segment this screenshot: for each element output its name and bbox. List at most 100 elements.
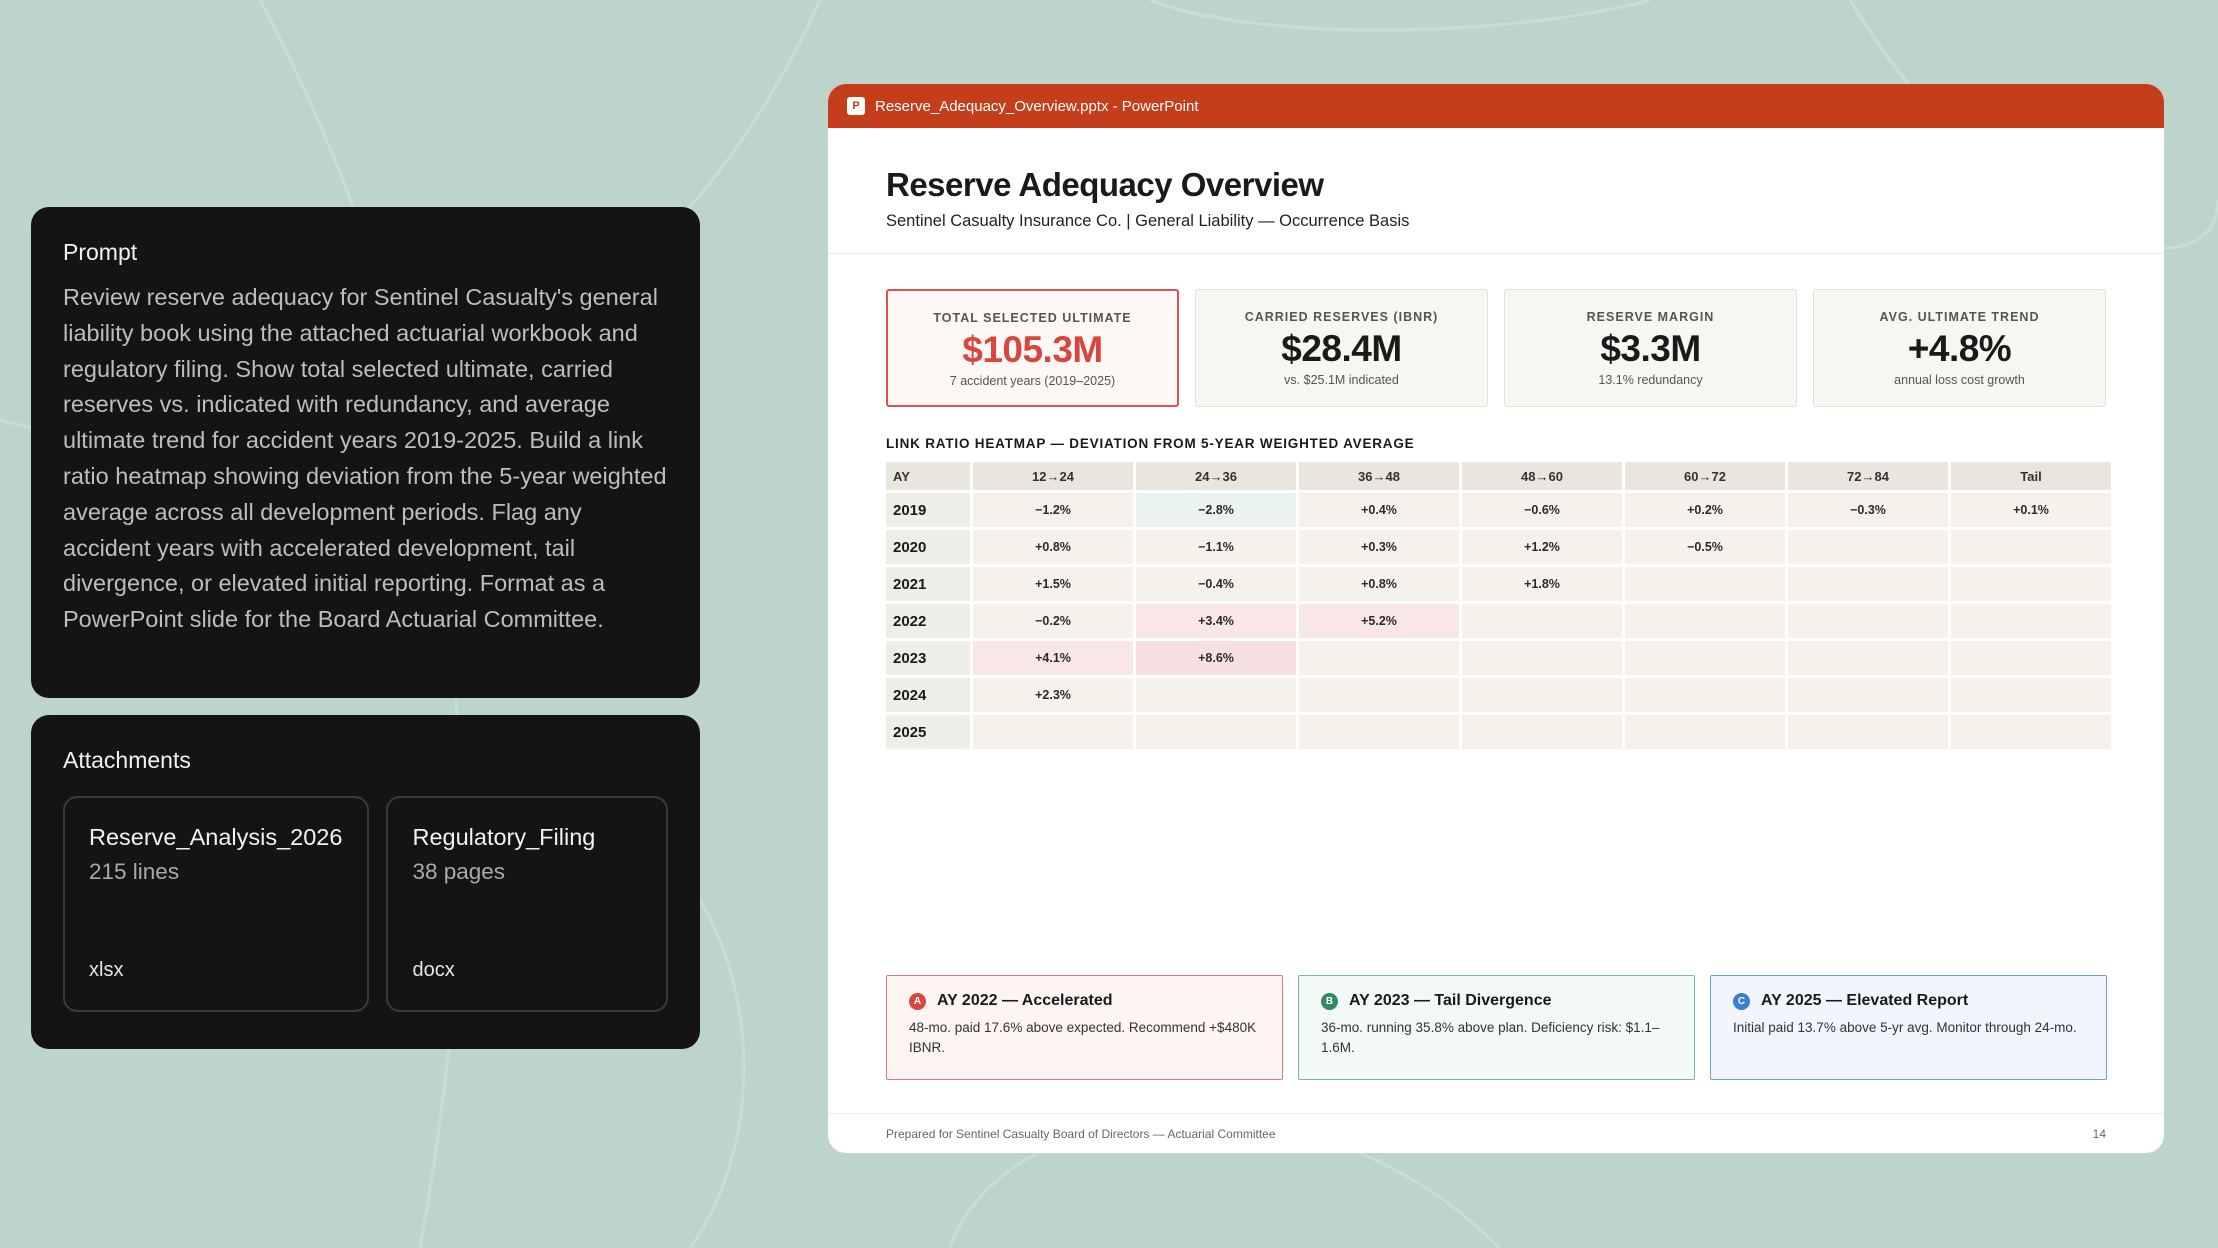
kpi-note: vs. $25.1M indicated bbox=[1284, 373, 1399, 387]
kpi-label: CARRIED RESERVES (IBNR) bbox=[1244, 310, 1439, 324]
flag-card-ay-2022: A AY 2022 — Accelerated 48-mo. paid 17.6… bbox=[886, 975, 1283, 1080]
heatmap-column-header: Tail bbox=[1951, 462, 2111, 490]
kpi-value: +4.8% bbox=[1907, 328, 2012, 369]
slide-subtitle: Sentinel Casualty Insurance Co. | Genera… bbox=[886, 212, 1410, 230]
heatmap-cell: +1.5% bbox=[973, 567, 1133, 601]
heatmap-row: 2020 +0.8% −1.1% +0.3% +1.2% −0.5% bbox=[886, 530, 2114, 567]
heatmap-row: 2025 bbox=[886, 715, 2114, 752]
heatmap-column-header: 48→60 bbox=[1462, 462, 1622, 490]
flag-badge-icon: B bbox=[1321, 992, 1338, 1010]
heatmap-cell bbox=[1136, 715, 1296, 749]
heatmap-row-label: 2020 bbox=[886, 530, 970, 564]
heatmap-cell bbox=[1299, 641, 1459, 675]
heatmap-cell: +3.4% bbox=[1136, 604, 1296, 638]
heatmap-row-label: 2025 bbox=[886, 715, 970, 749]
heatmap-row-label: 2023 bbox=[886, 641, 970, 675]
heatmap-cell bbox=[1462, 604, 1622, 638]
flag-title: AY 2022 — Accelerated bbox=[937, 992, 1113, 1009]
flag-card-ay-2023: B AY 2023 — Tail Divergence 36-mo. runni… bbox=[1298, 975, 1695, 1080]
kpi-label: AVG. ULTIMATE TREND bbox=[1879, 310, 2040, 324]
heatmap-header-row: AY 12→24 24→36 36→48 48→60 60→72 72→84 Tail bbox=[886, 462, 2114, 493]
kpi-reserve-margin: RESERVE MARGIN $3.3M 13.1% redundancy bbox=[1504, 289, 1797, 407]
heatmap-cell bbox=[1136, 678, 1296, 712]
heatmap-cell bbox=[1788, 678, 1948, 712]
flag-body: 36-mo. running 35.8% above plan. Deficie… bbox=[1321, 1020, 1660, 1055]
window-titlebar[interactable]: P Reserve_Adequacy_Overview.pptx - Power… bbox=[828, 84, 2164, 128]
heatmap-cell bbox=[1951, 530, 2111, 564]
heatmap-cell: −0.3% bbox=[1788, 493, 1948, 527]
heatmap-cell: +0.2% bbox=[1625, 493, 1785, 527]
heatmap-cell: −0.5% bbox=[1625, 530, 1785, 564]
heatmap-cell bbox=[1788, 604, 1948, 638]
heatmap-cell bbox=[1951, 641, 2111, 675]
heatmap-row-label: 2021 bbox=[886, 567, 970, 601]
heatmap-cell: −2.8% bbox=[1136, 493, 1296, 527]
heatmap-cell: +2.3% bbox=[973, 678, 1133, 712]
heatmap-cell: −0.6% bbox=[1462, 493, 1622, 527]
heatmap-cell: +0.3% bbox=[1299, 530, 1459, 564]
heatmap-row-label: 2019 bbox=[886, 493, 970, 527]
powerpoint-window: P Reserve_Adequacy_Overview.pptx - Power… bbox=[828, 84, 2164, 1153]
heatmap-column-header: 60→72 bbox=[1625, 462, 1785, 490]
heatmap-cell bbox=[1625, 567, 1785, 601]
heatmap-column-header: AY bbox=[886, 462, 970, 490]
flag-row: A AY 2022 — Accelerated 48-mo. paid 17.6… bbox=[886, 975, 2107, 1080]
slide-footer: Prepared for Sentinel Casualty Board of … bbox=[828, 1113, 2164, 1153]
heatmap-cell bbox=[1951, 567, 2111, 601]
heatmap-cell bbox=[1625, 604, 1785, 638]
attachments-title: Attachments bbox=[63, 747, 191, 773]
heatmap-row-label: 2022 bbox=[886, 604, 970, 638]
heatmap-row: 2024 +2.3% bbox=[886, 678, 2114, 715]
kpi-carried-reserves: CARRIED RESERVES (IBNR) $28.4M vs. $25.1… bbox=[1195, 289, 1488, 407]
attachment-meta: 38 pages bbox=[412, 859, 506, 884]
kpi-value: $105.3M bbox=[962, 329, 1103, 370]
heatmap-cell: +5.2% bbox=[1299, 604, 1459, 638]
link-ratio-heatmap: AY 12→24 24→36 36→48 48→60 60→72 72→84 Tail 2019… bbox=[886, 462, 2114, 752]
kpi-value: $3.3M bbox=[1600, 328, 1701, 369]
heatmap-cell bbox=[1462, 715, 1622, 749]
kpi-note: annual loss cost growth bbox=[1894, 373, 2025, 387]
heatmap-cell: +0.8% bbox=[973, 530, 1133, 564]
heatmap-row: 2019 −1.2% −2.8% +0.4% −0.6% +0.2% −0.3% +0.1% bbox=[886, 493, 2114, 530]
flag-badge-icon: C bbox=[1733, 992, 1750, 1010]
heatmap-cell bbox=[973, 715, 1133, 749]
flag-body: 48-mo. paid 17.6% above expected. Recomm… bbox=[909, 1020, 1257, 1055]
flag-title: AY 2025 — Elevated Report bbox=[1761, 992, 1969, 1009]
kpi-label: RESERVE MARGIN bbox=[1586, 310, 1715, 324]
heatmap-title: LINK RATIO HEATMAP — DEVIATION FROM 5-YE… bbox=[886, 436, 1415, 451]
heatmap-cell bbox=[1951, 715, 2111, 749]
kpi-total-selected-ultimate: TOTAL SELECTED ULTIMATE $105.3M 7 accide… bbox=[886, 289, 1179, 407]
attachment-name: Reserve_Analysis_2026 bbox=[89, 824, 343, 850]
heatmap-cell bbox=[1951, 678, 2111, 712]
slide-header: Reserve Adequacy Overview Sentinel Casua… bbox=[828, 128, 2164, 254]
heatmap-column-header: 24→36 bbox=[1136, 462, 1296, 490]
window-title: Reserve_Adequacy_Overview.pptx - PowerPo… bbox=[875, 97, 1199, 115]
heatmap-cell: −1.1% bbox=[1136, 530, 1296, 564]
heatmap-cell bbox=[1625, 678, 1785, 712]
flag-badge-icon: A bbox=[909, 992, 926, 1010]
heatmap-row: 2021 +1.5% −0.4% +0.8% +1.8% bbox=[886, 567, 2114, 604]
kpi-avg-ultimate-trend: AVG. ULTIMATE TREND +4.8% annual loss co… bbox=[1813, 289, 2106, 407]
heatmap-cell bbox=[1788, 641, 1948, 675]
heatmap-cell: +1.8% bbox=[1462, 567, 1622, 601]
kpi-value: $28.4M bbox=[1281, 328, 1402, 369]
attachment-name: Regulatory_Filing bbox=[412, 824, 596, 850]
heatmap-cell bbox=[1462, 641, 1622, 675]
heatmap-cell bbox=[1299, 715, 1459, 749]
heatmap-row: 2023 +4.1% +8.6% bbox=[886, 641, 2114, 678]
kpi-label: TOTAL SELECTED ULTIMATE bbox=[933, 311, 1132, 325]
flag-body: Initial paid 13.7% above 5-yr avg. Monit… bbox=[1733, 1020, 2077, 1035]
heatmap-cell bbox=[1299, 678, 1459, 712]
powerpoint-icon: P bbox=[847, 97, 865, 115]
attachment-ext: docx bbox=[412, 959, 455, 981]
attachment-card-reserve-analysis[interactable]: Reserve_Analysis_2026 215 lines xlsx bbox=[63, 796, 370, 1012]
heatmap-cell: +0.4% bbox=[1299, 493, 1459, 527]
heatmap-cell bbox=[1462, 678, 1622, 712]
heatmap-cell: +8.6% bbox=[1136, 641, 1296, 675]
heatmap-row-label: 2024 bbox=[886, 678, 970, 712]
heatmap-cell bbox=[1625, 715, 1785, 749]
attachment-card-regulatory-filing[interactable]: Regulatory_Filing 38 pages docx bbox=[386, 796, 668, 1012]
heatmap-cell: −0.4% bbox=[1136, 567, 1296, 601]
heatmap-cell bbox=[1788, 530, 1948, 564]
heatmap-column-header: 72→84 bbox=[1788, 462, 1948, 490]
